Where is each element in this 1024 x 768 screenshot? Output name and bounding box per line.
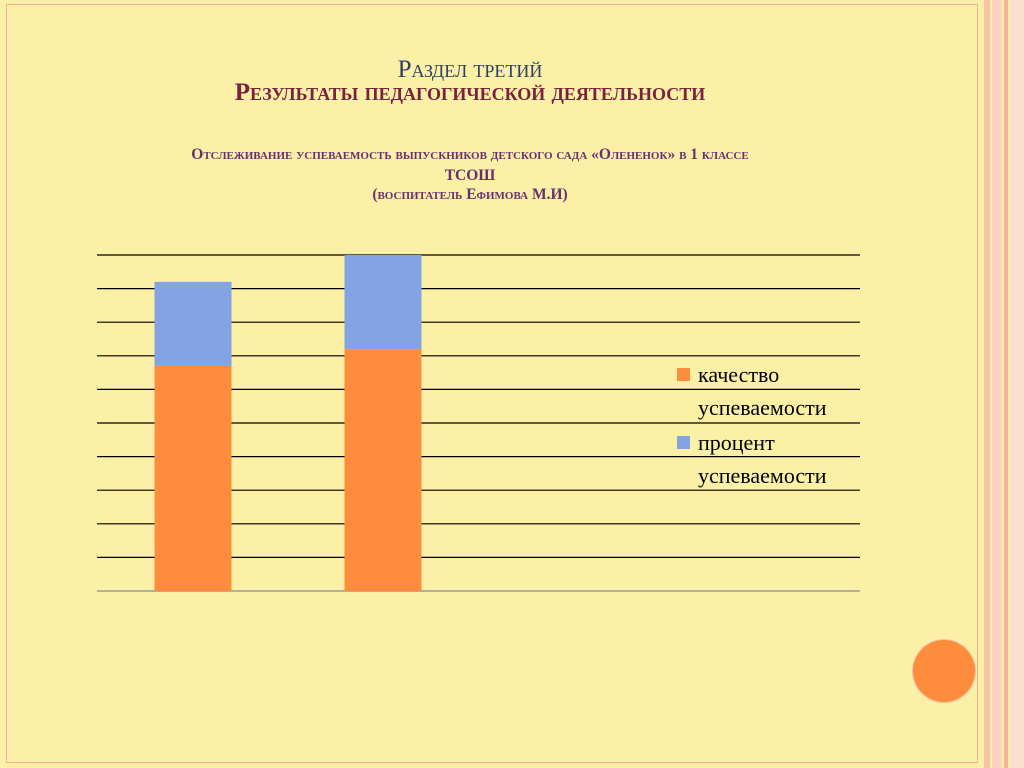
legend-swatch-percent	[677, 436, 690, 449]
legend-label-quality-line1: качество	[698, 362, 779, 387]
legend-label-quality-line2: успеваемости	[698, 395, 827, 420]
legend-label-percent-line1: процент	[698, 430, 775, 455]
subtitle-line-2: ТСОШ	[444, 167, 496, 184]
chart-subtitle: Отслеживание успеваемость выпускников де…	[0, 144, 940, 186]
bar-percent-2	[344, 255, 422, 350]
bar-quality-2	[344, 349, 422, 591]
right-border-stripe-4	[1010, 0, 1024, 768]
right-border-stripe-2	[992, 0, 1002, 768]
legend-label-percent-line2: успеваемости	[698, 463, 827, 488]
right-border-stripe-1	[984, 0, 990, 768]
slide-title: Результаты педагогической деятельности	[234, 79, 706, 106]
teacher-caption: (воспитатель Ефимова М.И)	[372, 186, 568, 203]
section-heading: Раздел третий	[397, 56, 543, 83]
right-border-stripe-3	[1004, 0, 1008, 768]
bar-percent-1	[154, 281, 232, 366]
subtitle-line-1: Отслеживание успеваемость выпускников де…	[191, 146, 749, 163]
decorative-circle	[913, 640, 975, 702]
chart-legend: качество успеваемости процент успеваемости	[677, 362, 827, 488]
chart-bars	[154, 255, 422, 591]
legend-swatch-quality	[677, 368, 690, 381]
bar-quality-1	[154, 365, 232, 591]
